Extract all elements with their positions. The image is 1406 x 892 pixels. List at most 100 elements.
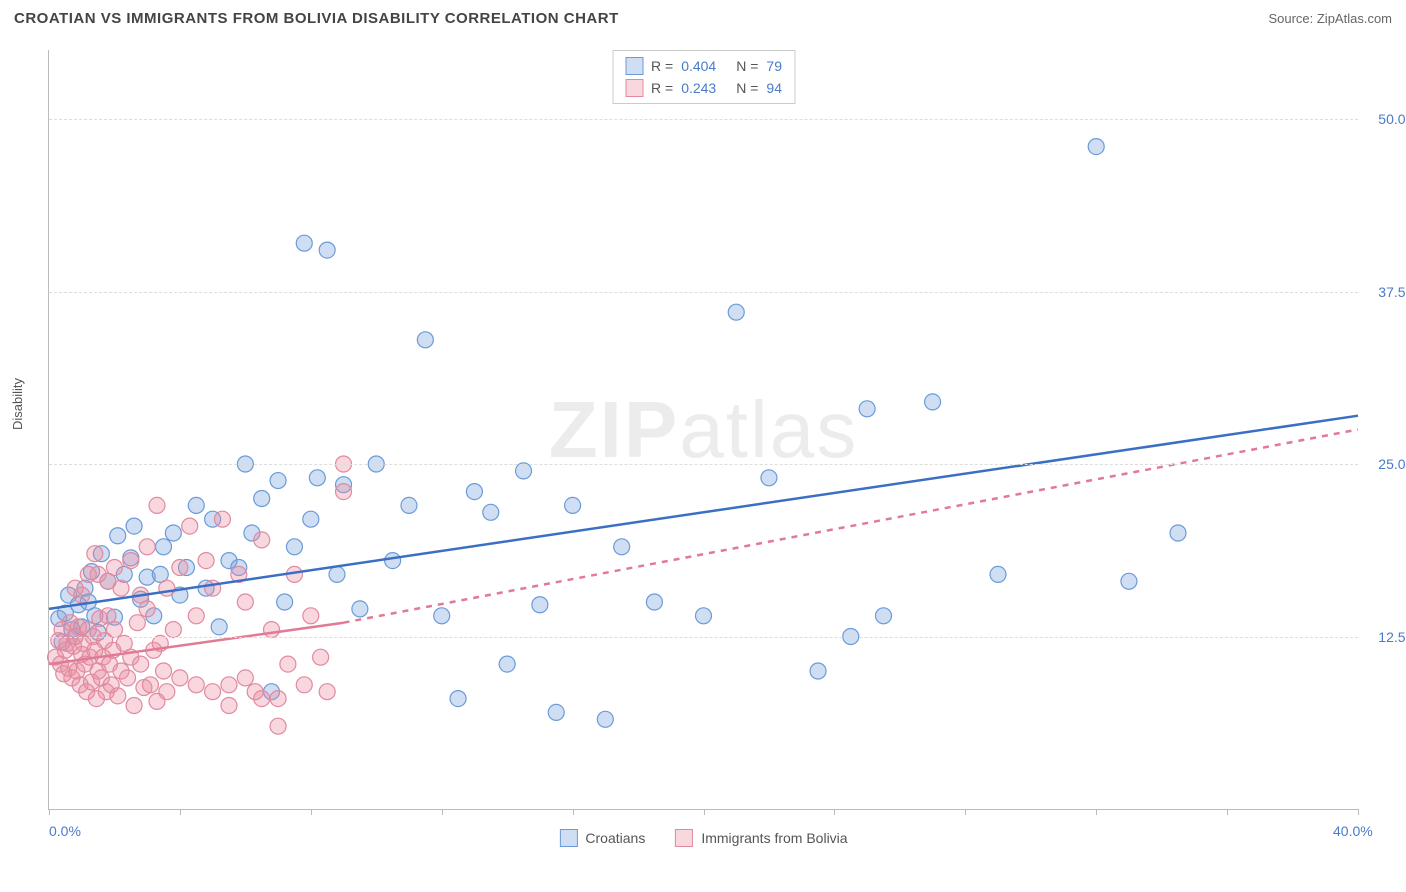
scatter-point xyxy=(126,698,142,714)
scatter-point xyxy=(254,491,270,507)
scatter-point xyxy=(270,718,286,734)
x-tick-label: 40.0% xyxy=(1333,823,1373,839)
scatter-point xyxy=(336,484,352,500)
scatter-point xyxy=(548,704,564,720)
scatter-point xyxy=(211,619,227,635)
scatter-point xyxy=(385,553,401,569)
n-value-series1: 79 xyxy=(766,58,782,74)
scatter-point xyxy=(319,242,335,258)
scatter-point xyxy=(123,553,139,569)
scatter-point xyxy=(810,663,826,679)
swatch-bottom-series1 xyxy=(559,829,577,847)
scatter-point xyxy=(646,594,662,610)
scatter-point xyxy=(237,594,253,610)
trend-line xyxy=(49,416,1358,609)
scatter-point xyxy=(296,235,312,251)
legend-label-series1: Croatians xyxy=(585,830,645,846)
scatter-point xyxy=(499,656,515,672)
scatter-point xyxy=(296,677,312,693)
swatch-series1 xyxy=(625,57,643,75)
scatter-svg xyxy=(49,50,1358,809)
x-tick-label: 0.0% xyxy=(49,823,81,839)
scatter-point xyxy=(139,539,155,555)
scatter-point xyxy=(80,566,96,582)
scatter-point xyxy=(254,532,270,548)
scatter-point xyxy=(597,711,613,727)
scatter-point xyxy=(329,566,345,582)
scatter-point xyxy=(205,580,221,596)
r-value-series2: 0.243 xyxy=(681,80,716,96)
scatter-point xyxy=(188,497,204,513)
source-attribution: Source: ZipAtlas.com xyxy=(1268,11,1392,26)
scatter-point xyxy=(466,484,482,500)
scatter-point xyxy=(182,518,198,534)
scatter-point xyxy=(221,698,237,714)
scatter-point xyxy=(110,528,126,544)
scatter-point xyxy=(990,566,1006,582)
scatter-point xyxy=(221,677,237,693)
scatter-point xyxy=(401,497,417,513)
y-tick-label: 12.5% xyxy=(1378,629,1406,645)
scatter-point xyxy=(205,684,221,700)
n-value-series2: 94 xyxy=(766,80,782,96)
r-value-series1: 0.404 xyxy=(681,58,716,74)
swatch-series2 xyxy=(625,79,643,97)
scatter-point xyxy=(126,518,142,534)
scatter-point xyxy=(156,663,172,679)
scatter-point xyxy=(106,560,122,576)
scatter-point xyxy=(106,622,122,638)
scatter-point xyxy=(277,594,293,610)
scatter-point xyxy=(516,463,532,479)
scatter-point xyxy=(129,615,145,631)
scatter-point xyxy=(1170,525,1186,541)
scatter-point xyxy=(1088,139,1104,155)
scatter-point xyxy=(133,656,149,672)
scatter-point xyxy=(450,691,466,707)
scatter-point xyxy=(270,473,286,489)
chart-header: CROATIAN VS IMMIGRANTS FROM BOLIVIA DISA… xyxy=(14,10,1392,27)
scatter-point xyxy=(565,497,581,513)
series-legend: Croatians Immigrants from Bolivia xyxy=(559,829,847,847)
scatter-point xyxy=(696,608,712,624)
scatter-point xyxy=(925,394,941,410)
y-tick-label: 50.0% xyxy=(1378,111,1406,127)
chart-plot-area: ZIPatlas R = 0.404 N = 79 R = 0.243 N = … xyxy=(48,50,1358,810)
scatter-point xyxy=(728,304,744,320)
scatter-point xyxy=(614,539,630,555)
scatter-point xyxy=(165,525,181,541)
y-axis-label: Disability xyxy=(10,378,25,430)
scatter-point xyxy=(264,622,280,638)
scatter-point xyxy=(172,560,188,576)
scatter-point xyxy=(761,470,777,486)
scatter-point xyxy=(120,670,136,686)
correlation-legend: R = 0.404 N = 79 R = 0.243 N = 94 xyxy=(612,50,795,104)
scatter-point xyxy=(113,580,129,596)
scatter-point xyxy=(214,511,230,527)
scatter-point xyxy=(303,608,319,624)
scatter-point xyxy=(434,608,450,624)
scatter-point xyxy=(156,539,172,555)
scatter-point xyxy=(303,511,319,527)
legend-row-series2: R = 0.243 N = 94 xyxy=(625,77,782,99)
scatter-point xyxy=(483,504,499,520)
y-tick-label: 25.0% xyxy=(1378,456,1406,472)
trend-line xyxy=(344,430,1358,623)
scatter-point xyxy=(270,691,286,707)
scatter-point xyxy=(859,401,875,417)
legend-item-series2: Immigrants from Bolivia xyxy=(675,829,847,847)
scatter-point xyxy=(313,649,329,665)
scatter-point xyxy=(319,684,335,700)
scatter-point xyxy=(417,332,433,348)
y-tick-label: 37.5% xyxy=(1378,284,1406,300)
scatter-point xyxy=(188,608,204,624)
scatter-point xyxy=(165,622,181,638)
scatter-point xyxy=(237,670,253,686)
scatter-point xyxy=(149,497,165,513)
legend-row-series1: R = 0.404 N = 79 xyxy=(625,55,782,77)
scatter-point xyxy=(309,470,325,486)
scatter-point xyxy=(159,684,175,700)
scatter-point xyxy=(67,580,83,596)
scatter-point xyxy=(254,691,270,707)
scatter-point xyxy=(142,677,158,693)
legend-label-series2: Immigrants from Bolivia xyxy=(701,830,847,846)
